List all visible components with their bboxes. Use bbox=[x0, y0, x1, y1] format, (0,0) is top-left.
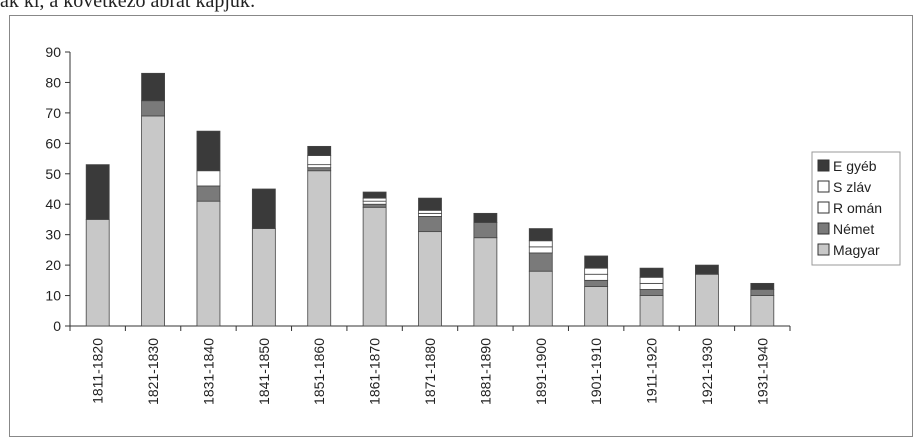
bar-segment-egyéb bbox=[307, 145, 332, 156]
bar-segment-román bbox=[528, 246, 553, 254]
bar-segment-szláv bbox=[639, 276, 664, 284]
bar-segment-román bbox=[584, 273, 609, 281]
legend-label: E gyéb bbox=[833, 158, 877, 174]
legend: E gyéb S zláv R omán Német Magyar bbox=[811, 151, 901, 266]
x-tick-label: 1921-1930 bbox=[699, 338, 715, 405]
bar-segment-román bbox=[362, 200, 387, 205]
bar-segment-egyéb bbox=[362, 191, 387, 199]
y-tick-label: 80 bbox=[45, 74, 61, 90]
legend-swatch-szláv bbox=[817, 180, 830, 193]
bar-segment-szláv bbox=[528, 240, 553, 248]
bar-segment-szláv bbox=[307, 155, 332, 166]
legend-label: R omán bbox=[833, 200, 882, 216]
bar-segment-szláv bbox=[418, 209, 442, 214]
y-tick-label: 10 bbox=[45, 288, 61, 304]
bar-segment-német bbox=[750, 289, 775, 296]
x-tick-label: 1871-1880 bbox=[422, 338, 438, 405]
legend-label: Német bbox=[833, 221, 874, 237]
bar-segment-szláv bbox=[584, 267, 609, 275]
bar-segment-egyéb bbox=[528, 228, 553, 242]
x-tick-label: 1841-1850 bbox=[256, 338, 272, 405]
bar-segment-szláv bbox=[362, 197, 387, 202]
bar-segment-német bbox=[196, 185, 221, 202]
bar-segment-magyar bbox=[196, 200, 221, 327]
bar-segment-magyar bbox=[362, 206, 387, 327]
x-tick-label: 1811-1820 bbox=[90, 338, 106, 404]
bar-segment-német bbox=[584, 279, 609, 287]
bar-segment-egyéb bbox=[639, 267, 664, 278]
bar-segment-német bbox=[528, 252, 553, 272]
bar-segment-egyéb bbox=[196, 130, 221, 172]
bar-segment-egyéb bbox=[85, 164, 110, 220]
bar-segment-magyar bbox=[418, 231, 442, 327]
bar-segment-magyar bbox=[584, 286, 609, 327]
bars bbox=[85, 72, 775, 327]
bar-segment-egyéb bbox=[750, 282, 775, 290]
x-tick-label: 1851-1860 bbox=[311, 338, 327, 405]
bar-segment-magyar bbox=[85, 219, 110, 327]
legend-label: S zláv bbox=[833, 179, 871, 195]
bar-segment-egyéb bbox=[251, 188, 276, 229]
legend-swatch-magyar bbox=[817, 243, 830, 256]
legend-swatch-német bbox=[817, 222, 830, 235]
y-tick-label: 30 bbox=[45, 227, 61, 243]
x-tick-label: 1831-1840 bbox=[200, 338, 216, 405]
bar-segment-egyéb bbox=[584, 255, 609, 269]
y-tick-label: 60 bbox=[45, 135, 61, 151]
y-tick-label: 70 bbox=[45, 105, 61, 121]
bar-segment-német bbox=[141, 100, 165, 117]
y-tick-label: 40 bbox=[45, 196, 61, 212]
y-tick-label: 90 bbox=[45, 44, 61, 60]
x-tick-label: 1911-1920 bbox=[644, 338, 660, 404]
x-tick-label: 1881-1890 bbox=[477, 338, 493, 405]
bar-segment-német bbox=[362, 203, 387, 208]
bar-segment-magyar bbox=[528, 270, 553, 327]
y-tick-label: 0 bbox=[53, 318, 61, 334]
bar-segment-román bbox=[639, 282, 664, 290]
legend-label: Magyar bbox=[833, 242, 880, 258]
bar-segment-román bbox=[418, 212, 442, 217]
bar-segment-magyar bbox=[639, 295, 664, 327]
legend-swatch-egyéb bbox=[817, 159, 830, 172]
bar-segment-egyéb bbox=[695, 264, 719, 275]
y-tick-label: 50 bbox=[45, 166, 61, 182]
bar-segment-egyéb bbox=[418, 197, 442, 211]
x-axis: 1811-1820 1821-1830 1831-1840 1841-1850 1851… bbox=[69, 325, 791, 405]
y-axis: 0 10 20 30 40 50 60 70 80 90 bbox=[45, 44, 71, 334]
bar-segment-magyar bbox=[307, 170, 332, 327]
bar-segment-német bbox=[307, 167, 332, 172]
x-tick-label: 1931-1940 bbox=[754, 338, 770, 405]
legend-swatch-román bbox=[817, 201, 830, 214]
bar-segment-magyar bbox=[473, 237, 498, 327]
bar-segment-magyar bbox=[750, 295, 775, 327]
caption-text: ák ki, a következő ábrát kapjuk: bbox=[0, 0, 256, 12]
y-tick-label: 20 bbox=[45, 257, 61, 273]
bar-segment-magyar bbox=[251, 228, 276, 327]
chart-frame: 0 10 20 30 40 50 60 70 80 90 1811-1820 1821-1830 18… bbox=[9, 15, 913, 437]
bar-segment-egyéb bbox=[141, 72, 165, 102]
bar-segment-német bbox=[639, 289, 664, 296]
bar-segment-magyar bbox=[695, 273, 719, 327]
bar-segment-német bbox=[418, 215, 442, 233]
x-tick-label: 1821-1830 bbox=[145, 338, 161, 405]
x-tick-label: 1861-1870 bbox=[367, 338, 383, 405]
bar-segment-német bbox=[473, 222, 498, 239]
bar-segment-egyéb bbox=[473, 212, 498, 223]
bar-segment-román bbox=[307, 164, 332, 169]
bar-segment-magyar bbox=[141, 115, 165, 327]
x-tick-label: 1901-1910 bbox=[588, 338, 604, 405]
x-tick-label: 1891-1900 bbox=[533, 338, 549, 405]
bar-segment-román bbox=[196, 170, 221, 187]
